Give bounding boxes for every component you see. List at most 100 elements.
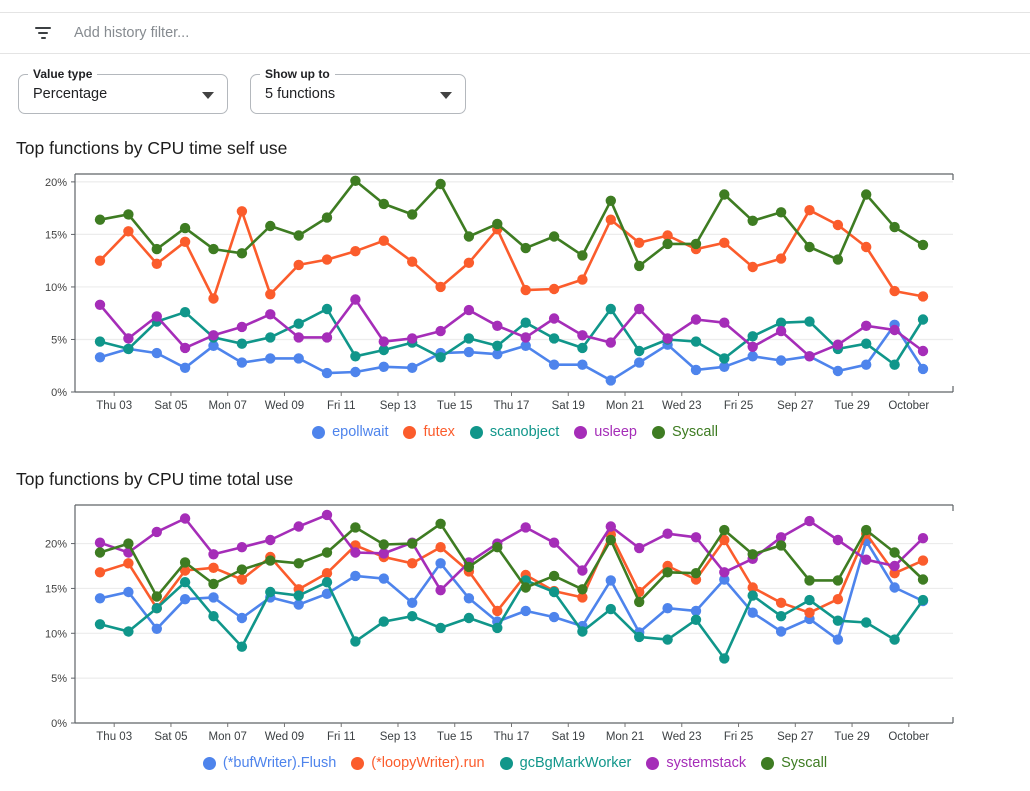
data-point[interactable] xyxy=(690,314,702,325)
data-point[interactable] xyxy=(179,236,191,247)
data-point[interactable] xyxy=(605,534,616,546)
data-point[interactable] xyxy=(520,582,531,593)
data-point[interactable] xyxy=(548,537,560,548)
data-point[interactable] xyxy=(548,611,560,623)
data-point[interactable] xyxy=(293,259,304,271)
data-point[interactable] xyxy=(236,248,248,259)
data-point[interactable] xyxy=(208,549,219,560)
data-point[interactable] xyxy=(917,574,929,585)
data-point[interactable] xyxy=(832,339,844,350)
data-point[interactable] xyxy=(804,594,815,606)
data-point[interactable] xyxy=(293,332,304,343)
data-point[interactable] xyxy=(917,291,929,302)
data-point[interactable] xyxy=(577,250,588,261)
data-point[interactable] xyxy=(407,333,418,344)
data-point[interactable] xyxy=(236,612,248,624)
data-point[interactable] xyxy=(889,324,900,336)
data-point[interactable] xyxy=(577,592,588,603)
data-point[interactable] xyxy=(151,526,162,538)
data-point[interactable] xyxy=(747,351,758,362)
data-point[interactable] xyxy=(747,607,758,618)
data-point[interactable] xyxy=(350,547,361,558)
data-point[interactable] xyxy=(690,238,702,250)
data-point[interactable] xyxy=(747,331,758,342)
legend-item[interactable]: futex xyxy=(403,424,455,440)
data-point[interactable] xyxy=(747,582,758,593)
data-point[interactable] xyxy=(151,603,162,614)
data-point[interactable] xyxy=(634,303,645,315)
data-point[interactable] xyxy=(123,626,134,637)
data-point[interactable] xyxy=(548,283,560,295)
data-point[interactable] xyxy=(577,626,588,637)
history-filter-input[interactable] xyxy=(72,24,576,42)
data-point[interactable] xyxy=(179,307,191,318)
data-point[interactable] xyxy=(548,359,560,370)
data-point[interactable] xyxy=(690,605,702,617)
data-point[interactable] xyxy=(832,594,844,605)
data-point[interactable] xyxy=(378,361,389,372)
data-point[interactable] xyxy=(775,540,787,551)
data-point[interactable] xyxy=(577,565,588,576)
data-point[interactable] xyxy=(719,361,730,372)
data-point[interactable] xyxy=(463,561,475,573)
data-point[interactable] xyxy=(435,178,446,190)
data-point[interactable] xyxy=(662,333,673,344)
data-point[interactable] xyxy=(350,366,361,378)
data-point[interactable] xyxy=(293,353,304,364)
data-point[interactable] xyxy=(378,336,389,347)
legend-item[interactable]: (*loopyWriter).run xyxy=(351,755,485,771)
data-point[interactable] xyxy=(265,332,276,343)
data-point[interactable] xyxy=(775,532,787,543)
data-point[interactable] xyxy=(804,205,815,216)
data-point[interactable] xyxy=(94,567,106,578)
data-point[interactable] xyxy=(605,214,616,225)
data-point[interactable] xyxy=(548,231,560,242)
data-point[interactable] xyxy=(321,212,333,223)
data-point[interactable] xyxy=(662,634,673,645)
data-point[interactable] xyxy=(350,570,361,582)
data-point[interactable] xyxy=(889,568,900,579)
data-point[interactable] xyxy=(208,340,219,351)
data-point[interactable] xyxy=(861,320,872,331)
data-point[interactable] xyxy=(634,260,645,272)
data-point[interactable] xyxy=(321,588,333,599)
data-point[interactable] xyxy=(605,375,616,386)
data-point[interactable] xyxy=(293,558,304,569)
data-point[interactable] xyxy=(94,619,106,630)
data-point[interactable] xyxy=(917,363,929,375)
data-point[interactable] xyxy=(378,235,389,246)
data-point[interactable] xyxy=(775,253,787,264)
data-point[interactable] xyxy=(435,281,446,293)
data-point[interactable] xyxy=(804,241,815,253)
data-point[interactable] xyxy=(435,558,446,569)
data-point[interactable] xyxy=(719,524,730,536)
data-point[interactable] xyxy=(662,528,673,539)
data-point[interactable] xyxy=(775,611,787,622)
data-point[interactable] xyxy=(861,617,872,628)
data-point[interactable] xyxy=(832,219,844,231)
data-point[interactable] xyxy=(719,653,730,664)
data-point[interactable] xyxy=(917,533,929,544)
data-point[interactable] xyxy=(861,189,872,200)
legend-item[interactable]: scanobject xyxy=(469,424,559,440)
data-point[interactable] xyxy=(350,351,361,362)
data-point[interactable] xyxy=(634,631,645,643)
data-point[interactable] xyxy=(548,333,560,344)
data-point[interactable] xyxy=(123,538,134,549)
data-point[interactable] xyxy=(577,274,588,285)
data-point[interactable] xyxy=(378,539,389,550)
data-point[interactable] xyxy=(293,230,304,241)
data-point[interactable] xyxy=(236,542,248,553)
filter-list-icon[interactable] xyxy=(34,27,52,39)
data-point[interactable] xyxy=(634,237,645,248)
data-point[interactable] xyxy=(236,338,248,349)
data-point[interactable] xyxy=(889,359,900,370)
data-point[interactable] xyxy=(293,521,304,532)
data-point[interactable] xyxy=(861,241,872,253)
data-point[interactable] xyxy=(861,338,872,349)
data-point[interactable] xyxy=(378,573,389,584)
data-point[interactable] xyxy=(236,321,248,333)
data-point[interactable] xyxy=(520,332,531,343)
data-point[interactable] xyxy=(662,230,673,241)
data-point[interactable] xyxy=(775,207,787,218)
